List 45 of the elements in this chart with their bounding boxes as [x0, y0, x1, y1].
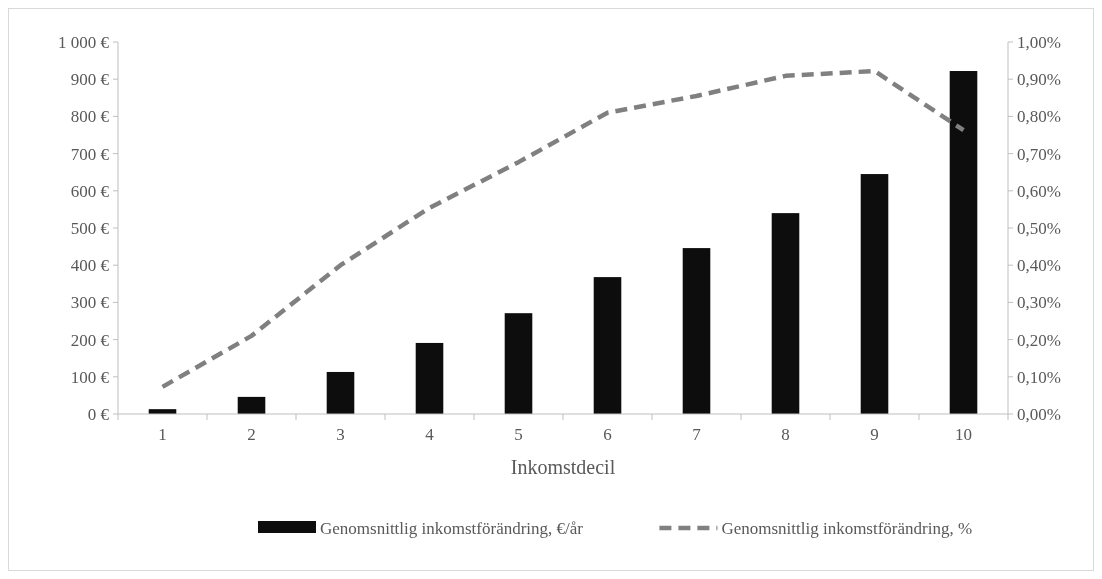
y-tick-label: 100 € [70, 367, 110, 387]
legend-label: Genomsnittlig inkomstförändring, % [721, 518, 973, 538]
y2-tick-label: 0,50% [1017, 218, 1061, 238]
y2-tick-label: 1,00% [1017, 32, 1061, 52]
y-tick-label: 300 € [70, 293, 110, 313]
bar [860, 174, 889, 414]
bar [593, 277, 622, 414]
legend-label: Genomsnittlig inkomstförändring, €/år [320, 518, 584, 538]
y-tick-label: 1 000 € [58, 32, 110, 52]
x-tick-label: 9 [870, 425, 879, 444]
y-tick-label: 900 € [70, 70, 110, 90]
y-tick-label: 500 € [70, 218, 110, 238]
bar [771, 213, 800, 414]
x-tick-label: 10 [955, 425, 972, 444]
y2-tick-label: 0,10% [1017, 367, 1061, 387]
y2-tick-label: 0,00% [1017, 404, 1061, 424]
x-tick-label: 8 [781, 425, 790, 444]
x-tick-label: 7 [692, 425, 702, 444]
y-tick-label: 200 € [70, 330, 110, 350]
x-tick-label: 5 [514, 425, 523, 444]
x-axis-title: Inkomstdecil [510, 456, 616, 478]
bar [949, 71, 978, 414]
y-tick-label: 0 € [87, 404, 110, 424]
bar [415, 342, 444, 414]
y-tick-label: 800 € [70, 107, 110, 127]
x-tick-label: 1 [158, 425, 167, 444]
bar [237, 396, 266, 414]
bar [504, 313, 533, 414]
x-tick-label: 4 [425, 425, 435, 444]
x-tick-label: 6 [603, 425, 612, 444]
y2-tick-label: 0,70% [1017, 144, 1061, 164]
y-tick-label: 700 € [70, 144, 110, 164]
y2-tick-label: 0,60% [1017, 181, 1061, 201]
y2-tick-label: 0,40% [1017, 256, 1061, 276]
y2-tick-label: 0,30% [1017, 293, 1061, 313]
y2-tick-label: 0,90% [1017, 70, 1061, 90]
bar [326, 371, 355, 414]
bar [682, 248, 711, 414]
y-tick-label: 400 € [70, 256, 110, 276]
y2-tick-label: 0,80% [1017, 107, 1061, 127]
x-tick-label: 2 [247, 425, 256, 444]
line-series [160, 68, 966, 390]
y-tick-label: 600 € [70, 181, 110, 201]
y2-tick-label: 0,20% [1017, 330, 1061, 350]
x-tick-label: 3 [336, 425, 345, 444]
